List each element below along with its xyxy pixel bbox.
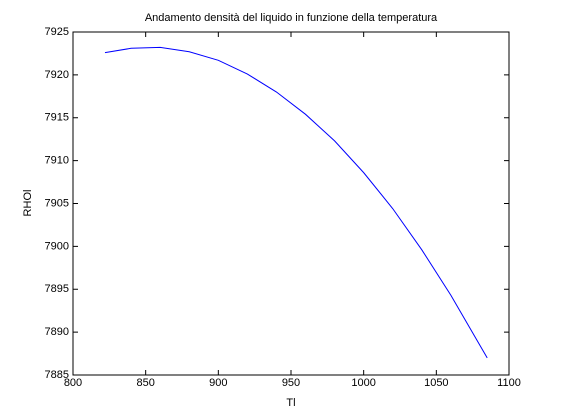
y-axis-label: RHOl [22,190,34,217]
y-tick-label: 7890 [45,326,69,338]
y-tick-label: 7905 [45,197,69,209]
y-tick-label: 7925 [45,26,69,38]
y-tick-label: 7885 [45,369,69,381]
y-tick-label: 7895 [45,283,69,295]
x-tick-label: 1100 [497,377,521,389]
y-tick-label: 7900 [45,240,69,252]
y-tick-label: 7910 [45,155,69,167]
y-tick-label: 7920 [45,69,69,81]
x-tick-label: 1000 [351,377,375,389]
x-tick-label: 1050 [424,377,448,389]
x-tick-label: 900 [209,377,227,389]
chart-title: Andamento densità del liquido in funzion… [145,12,438,24]
y-tick-label: 7915 [45,112,69,124]
data-line [104,46,488,359]
x-tick-label: 800 [64,377,82,389]
x-tick-label: 950 [282,377,300,389]
plot-area [72,31,510,376]
x-axis-label: Tl [286,397,295,409]
x-tick-label: 850 [136,377,154,389]
